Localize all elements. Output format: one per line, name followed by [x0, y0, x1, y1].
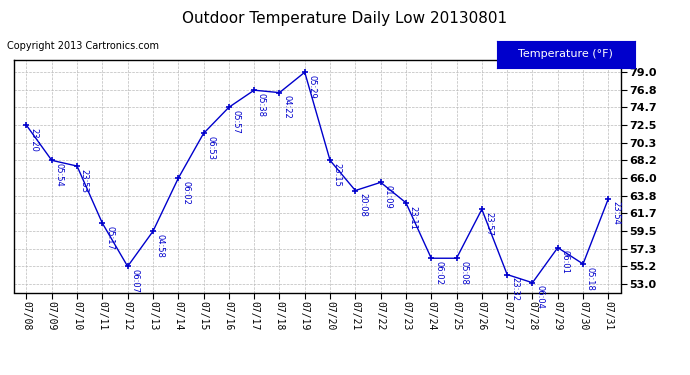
Text: 06:02: 06:02 — [434, 261, 443, 285]
Text: 05:18: 05:18 — [586, 267, 595, 291]
Text: 04:58: 04:58 — [156, 234, 165, 258]
Text: 01:09: 01:09 — [384, 185, 393, 209]
Text: Temperature (°F): Temperature (°F) — [518, 50, 613, 59]
Text: 05:29: 05:29 — [308, 75, 317, 99]
Text: 05:57: 05:57 — [232, 110, 241, 134]
Text: 23:20: 23:20 — [29, 128, 38, 152]
Text: Outdoor Temperature Daily Low 20130801: Outdoor Temperature Daily Low 20130801 — [182, 11, 508, 26]
Text: 23:54: 23:54 — [611, 201, 620, 225]
Text: 23:32: 23:32 — [510, 278, 519, 302]
Text: 06:02: 06:02 — [181, 181, 190, 205]
Text: 23:15: 23:15 — [333, 163, 342, 187]
Text: 06:01: 06:01 — [560, 251, 569, 274]
Text: 23:57: 23:57 — [484, 212, 493, 236]
Text: 05:38: 05:38 — [257, 93, 266, 117]
Text: 05:08: 05:08 — [460, 261, 469, 285]
Text: 23:53: 23:53 — [80, 169, 89, 193]
Text: Copyright 2013 Cartronics.com: Copyright 2013 Cartronics.com — [7, 41, 159, 51]
Text: 23:11: 23:11 — [408, 206, 417, 230]
Text: 06:04: 06:04 — [535, 285, 544, 309]
Text: 05:17: 05:17 — [105, 226, 114, 250]
Text: 06:07: 06:07 — [130, 269, 139, 293]
Text: 05:54: 05:54 — [55, 163, 63, 187]
Text: 20:08: 20:08 — [358, 193, 367, 217]
Text: 04:22: 04:22 — [282, 95, 291, 119]
Text: 06:53: 06:53 — [206, 136, 215, 160]
